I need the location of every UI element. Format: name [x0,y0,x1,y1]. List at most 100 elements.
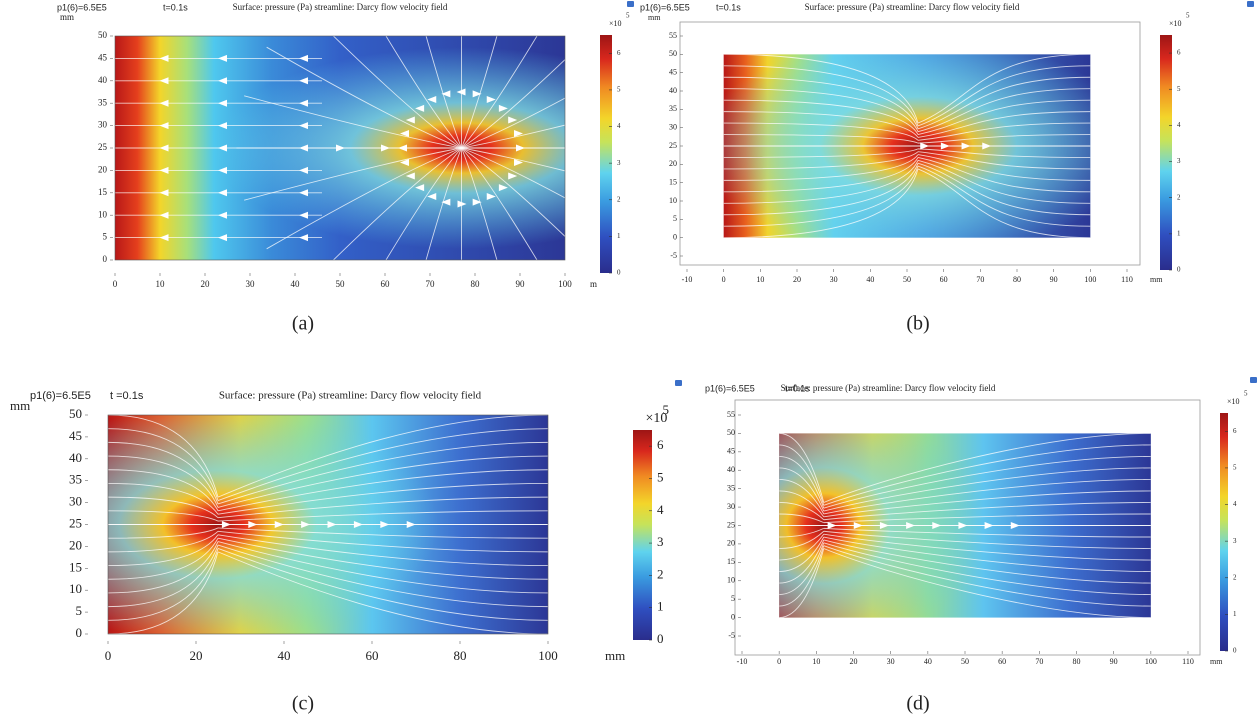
flow-arrow [427,96,437,104]
colorbar [1160,35,1172,270]
streamline [779,536,825,572]
x-tick-label: 80 [1013,275,1021,284]
flow-arrow [399,158,409,166]
streamline [723,111,919,138]
streamline [779,530,825,549]
streamline [823,545,1151,607]
flow-arrow [299,122,308,130]
streamline [823,467,1151,512]
flow-arrow [399,130,409,138]
colorbar-tick-label: 5 [1233,464,1237,472]
colorbar-tick-label: 0 [1177,266,1181,274]
y-tick-label: 0 [103,254,108,264]
colorbar-multiplier: ×10 [1227,397,1240,406]
streamline [779,490,825,518]
x-tick-label: 0 [113,279,118,289]
streamline [217,441,548,505]
plot-title: Surface: pressure (Pa) streamline: Darcy… [781,383,996,393]
y-tick-label: 30 [98,120,108,130]
flow-arrow [827,522,837,529]
flow-arrow [1010,522,1020,529]
flow-arrow [301,521,311,528]
y-tick-label: 40 [98,75,108,85]
streamline [461,97,565,149]
flow-arrow [853,522,863,529]
flow-arrow [457,200,467,208]
flow-arrow [415,184,425,192]
y-tick-label: 5 [76,603,83,618]
streamline [332,147,462,260]
y-tick-label: 20 [98,164,108,174]
streamline [217,537,548,580]
colorbar-tick-label: 2 [617,195,621,203]
colorbar [600,35,612,273]
streamline [108,527,219,539]
parameter-label: p1(6)=6.5E5 [640,2,690,12]
y-tick-label: 25 [69,515,82,530]
flow-arrow [218,77,227,85]
y-tick-label: 20 [69,537,82,552]
y-tick-label: 45 [98,52,108,62]
streamline [723,160,919,204]
y-tick-label: 5 [731,594,735,603]
flow-arrow [299,211,308,219]
streamline [723,88,919,132]
streamline [779,545,825,607]
x-tick-label: 20 [201,279,211,289]
x-tick-label: 10 [756,275,764,284]
streamline [723,157,919,193]
streamline [823,513,1151,524]
caption: (c) [292,693,314,715]
streamline [779,533,825,561]
x-tick-label: 100 [558,279,572,289]
colorbar [633,430,652,640]
streamline [723,99,919,135]
x-tick-label: 70 [1035,657,1043,666]
streamline [917,122,1091,141]
flow-arrow [299,77,308,85]
x-unit: mm [1150,275,1163,284]
x-tick-label: 30 [830,275,838,284]
flow-arrow [159,166,169,174]
flow-arrow [353,521,363,528]
y-tick-label: 40 [69,450,82,465]
streamline [823,479,1151,515]
x-tick-label: 90 [1110,657,1118,666]
streamline [385,36,462,149]
x-tick-label: 70 [426,279,436,289]
x-tick-label: -10 [682,275,693,284]
streamline [917,148,1091,158]
colorbar-multiplier: ×10 [1169,19,1182,28]
streamline [108,551,219,634]
x-tick-label: 90 [516,279,526,289]
x-tick-label: 30 [246,279,256,289]
flow-arrow [498,104,508,112]
x-tick-label: 20 [190,648,203,663]
y-tick-label: 0 [76,625,83,640]
colorbar-tick-label: 5 [657,469,664,484]
streamline [108,544,219,608]
streamline [266,46,462,149]
y-tick-label: 10 [69,581,82,596]
colorbar-exponent: 5 [663,402,670,417]
streamline [461,36,498,149]
flow-arrow [920,142,930,150]
flow-arrow [381,144,390,152]
streamline [461,147,565,172]
streamline [823,527,1151,538]
flow-arrow [218,122,227,130]
x-tick-label: 20 [850,657,858,666]
flow-arrow [218,144,227,152]
y-tick-label: 25 [98,142,108,152]
streamline [108,428,219,501]
flow-arrow [159,54,169,62]
y-tick-label: 45 [727,447,735,456]
streamline [108,548,219,621]
colorbar-tick-label: 6 [617,49,621,57]
x-unit: mm [605,648,625,663]
streamline [917,134,1091,144]
y-unit: mm [10,398,30,413]
colorbar-exponent: 5 [1244,390,1248,398]
streamline [217,496,548,519]
